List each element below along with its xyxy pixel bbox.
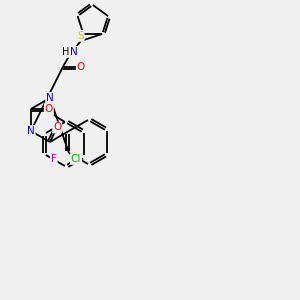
Text: O: O (77, 62, 85, 72)
Text: N: N (70, 47, 78, 57)
Text: O: O (45, 104, 53, 114)
Text: S: S (77, 31, 84, 41)
Text: F: F (51, 154, 57, 164)
Text: Cl: Cl (71, 154, 81, 164)
Text: H: H (62, 47, 70, 57)
Text: O: O (53, 122, 61, 133)
Text: N: N (27, 126, 35, 136)
Text: N: N (46, 93, 54, 103)
